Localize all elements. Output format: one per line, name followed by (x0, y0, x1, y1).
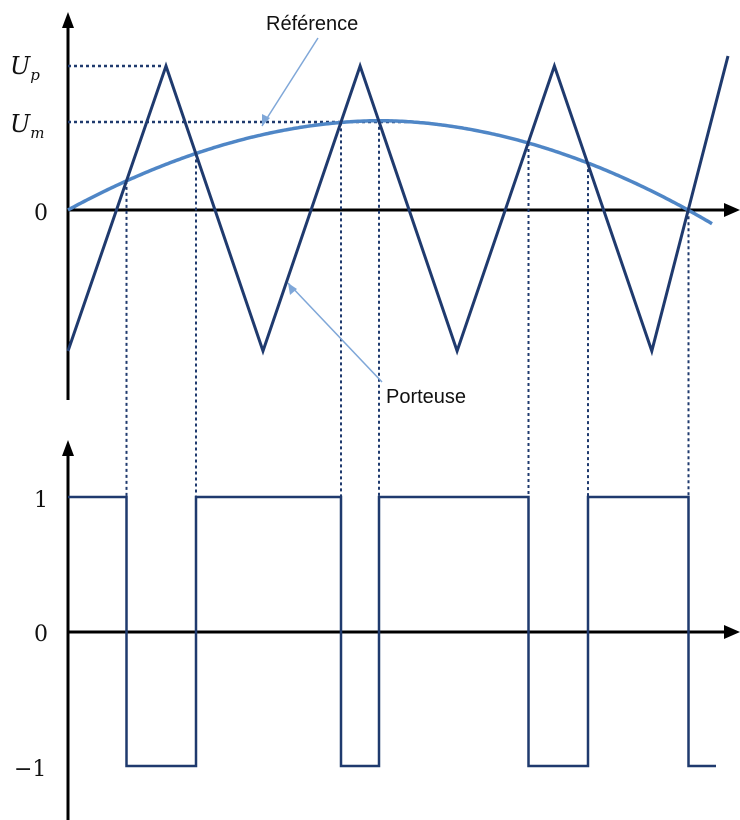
up-label: Up (10, 52, 40, 84)
carrier-wave (66, 55, 730, 357)
reference-label: Référence (266, 13, 358, 35)
top-y-axis-arrow (62, 12, 74, 28)
top-x-axis-arrow (724, 203, 740, 217)
bottom-x-axis-arrow (724, 625, 740, 639)
um-label: Um (10, 110, 44, 142)
carrier-pointer-arrowhead (288, 283, 297, 295)
minus-one-label: −1 (14, 757, 46, 782)
carrier-pointer (287, 282, 383, 383)
bottom-zero-label: 0 (34, 622, 48, 647)
pwm-output (68, 495, 716, 768)
carrier-label: Porteuse (386, 386, 466, 408)
top-zero-label: 0 (34, 201, 48, 226)
one-label: 1 (34, 488, 48, 513)
reference-pointer (261, 37, 319, 127)
crossing-lines (125, 120, 690, 497)
bottom-y-axis-arrow (62, 440, 74, 456)
reference-pointer-arrowhead (262, 114, 270, 126)
reference-curve (67, 118, 713, 226)
